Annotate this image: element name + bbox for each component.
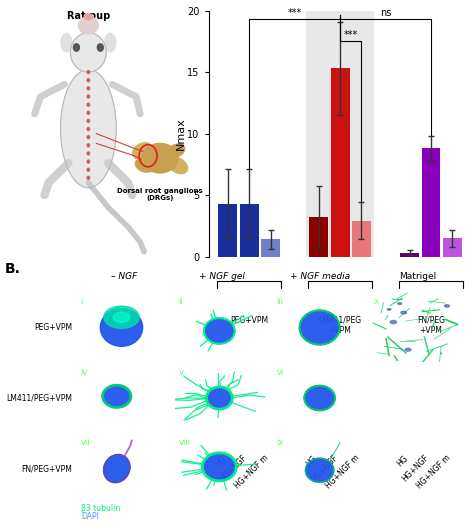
Text: – NGF: – NGF (111, 272, 137, 281)
Circle shape (87, 127, 90, 131)
Text: LM411/PEG+VPM: LM411/PEG+VPM (6, 394, 72, 403)
Text: β3 tubulin: β3 tubulin (82, 504, 121, 513)
Bar (219, 204, 237, 257)
Ellipse shape (142, 143, 178, 173)
Text: PEG+VPM: PEG+VPM (34, 323, 72, 332)
Circle shape (87, 79, 90, 81)
Text: DAPI: DAPI (82, 512, 99, 521)
Bar (310, 217, 328, 257)
Circle shape (87, 95, 90, 98)
Text: FN/PEG
+VPM: FN/PEG +VPM (417, 316, 445, 335)
Ellipse shape (71, 33, 106, 72)
Text: HG: HG (304, 453, 319, 468)
Text: ***: *** (288, 8, 302, 18)
Text: HG+NGF m: HG+NGF m (415, 453, 452, 491)
Bar (443, 238, 462, 257)
Circle shape (87, 168, 90, 171)
Circle shape (87, 160, 90, 163)
Ellipse shape (84, 14, 92, 20)
Circle shape (87, 176, 90, 179)
Text: HG+NGF: HG+NGF (310, 453, 340, 484)
Text: ns: ns (380, 8, 391, 18)
Circle shape (87, 103, 90, 106)
Bar (331, 68, 349, 257)
Circle shape (87, 87, 90, 90)
Circle shape (97, 44, 103, 51)
Circle shape (87, 136, 90, 139)
Circle shape (87, 152, 90, 155)
Bar (400, 253, 419, 257)
Bar (240, 204, 259, 257)
Circle shape (73, 44, 79, 51)
Text: Dorsal root ganglions
(DRGs): Dorsal root ganglions (DRGs) (117, 188, 203, 200)
Text: + NGF gel: + NGF gel (199, 272, 245, 281)
Text: + NGF media: + NGF media (290, 272, 350, 281)
Bar (215, 11, 283, 257)
Ellipse shape (105, 33, 116, 52)
Text: HG: HG (213, 453, 228, 468)
Text: HG+NGF m: HG+NGF m (233, 453, 271, 491)
Bar (352, 221, 371, 257)
Text: FN/PEG+VPM: FN/PEG+VPM (21, 464, 72, 473)
Text: PEG+VPM: PEG+VPM (230, 316, 268, 325)
Ellipse shape (133, 143, 152, 159)
Ellipse shape (136, 159, 153, 172)
Text: Matrigel: Matrigel (399, 272, 436, 281)
Bar (397, 11, 465, 257)
Circle shape (87, 70, 90, 74)
Text: HG+NGF: HG+NGF (219, 453, 249, 484)
Y-axis label: Nmax: Nmax (176, 117, 186, 150)
Ellipse shape (78, 17, 98, 34)
Text: HG: HG (395, 453, 410, 468)
Ellipse shape (168, 158, 188, 174)
Circle shape (87, 111, 90, 114)
Text: ***: *** (344, 30, 358, 40)
Bar (261, 239, 280, 257)
Ellipse shape (167, 144, 185, 158)
Text: LM411/PEG
+VPM: LM411/PEG +VPM (319, 316, 362, 335)
Text: C.: C. (195, 0, 211, 1)
Ellipse shape (61, 70, 116, 188)
Bar (306, 11, 374, 257)
Ellipse shape (61, 33, 72, 52)
Bar (421, 148, 440, 257)
Text: B.: B. (5, 262, 20, 276)
Text: HG+NGF: HG+NGF (401, 453, 431, 484)
Text: HG+NGF m: HG+NGF m (324, 453, 362, 491)
Text: Rat pup: Rat pup (67, 11, 110, 21)
Circle shape (87, 120, 90, 122)
Circle shape (87, 144, 90, 147)
